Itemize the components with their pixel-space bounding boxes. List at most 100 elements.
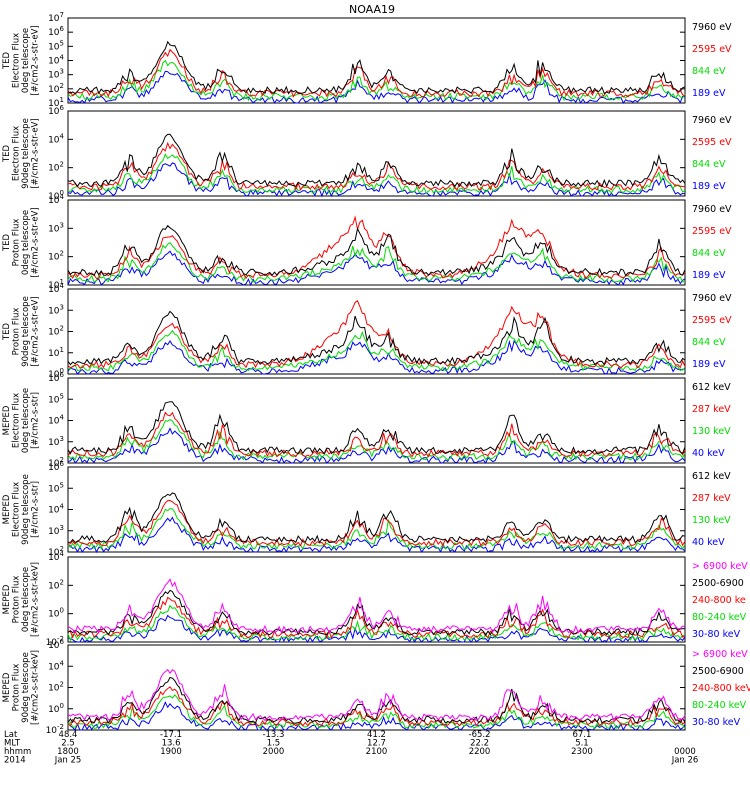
x-axis-value: 67.1 <box>572 730 591 740</box>
x-axis-value: 2200 <box>469 747 491 757</box>
y-tick-label: 103 <box>48 524 64 537</box>
legend-entry: 30-80 keV <box>692 629 741 640</box>
series-line-magenta <box>67 578 686 634</box>
x-axis-row-label: 2014 <box>4 756 26 766</box>
legend-entry: 612 keV <box>692 471 731 482</box>
x-axis-value: 22.2 <box>470 739 489 749</box>
y-tick-label: 104 <box>48 54 64 67</box>
legend-entry: 240-800 ke <box>692 595 746 606</box>
legend-entry: 130 keV <box>692 515 731 526</box>
x-axis-row-label: hhmm <box>4 747 31 757</box>
y-tick-label: 103 <box>48 303 64 316</box>
y-axis-label: TEDProton Flux90deg telescope[#/cm2-s-st… <box>2 296 41 367</box>
legend-entry: 844 eV <box>692 66 726 77</box>
series-line-green <box>67 508 686 551</box>
legend-entry: 7960 eV <box>692 293 732 304</box>
y-axis-label: MEPEDElectron Flux90deg telescope[#/cm2-… <box>2 474 41 545</box>
legend-entry: 612 keV <box>692 382 731 393</box>
legend-entry: 2500-6900 <box>692 578 744 589</box>
legend-entry: 2500-6900 <box>692 666 744 677</box>
series-line-black <box>67 492 686 544</box>
legend-entry: 40 keV <box>692 537 725 548</box>
legend-entry: 240-800 keV <box>692 683 750 694</box>
x-axis-value: 1.5 <box>267 739 281 749</box>
y-axis-label: TEDElectron Flux90deg telescope[#/cm2-s-… <box>2 118 41 189</box>
y-tick-label: 102 <box>48 161 64 174</box>
series-line-green <box>67 242 686 283</box>
series-line-blue <box>67 614 686 644</box>
y-axis-label: MEPEDElectron Flux0deg telescope[#/cm2-s… <box>2 388 41 453</box>
y-tick-label: 105 <box>48 39 64 52</box>
series-line-black <box>67 676 686 724</box>
series-line-red <box>67 411 686 458</box>
series-line-red <box>67 215 686 280</box>
y-tick-label: 105 <box>48 481 64 494</box>
x-axis-value: 48.4 <box>59 730 78 740</box>
y-axis-label: TEDElectron Flux0deg telescope[#/cm2-s-s… <box>2 25 41 95</box>
legend-entry: 7960 eV <box>692 115 732 126</box>
chart-title: NOAA19 <box>349 3 395 16</box>
legend-entry: 80-240 keV <box>692 700 747 711</box>
x-axis-value: 13.6 <box>162 739 181 749</box>
y-tick-label: 102 <box>48 82 64 95</box>
series-line-black <box>67 133 686 188</box>
y-tick-label: 105 <box>48 392 64 405</box>
x-axis-value: 2000 <box>263 747 285 757</box>
y-tick-label: 104 <box>48 414 64 427</box>
series-line-green <box>67 694 686 729</box>
legend-entry: 844 eV <box>692 337 726 348</box>
series-line-black <box>67 401 686 455</box>
legend-entry: 130 keV <box>692 426 731 437</box>
series-line-green <box>67 604 686 642</box>
series-line-magenta <box>67 668 686 722</box>
panel-frame <box>67 288 686 375</box>
legend-entry: 40 keV <box>692 448 725 459</box>
panel-frame <box>67 199 686 286</box>
x-axis-value: 5.1 <box>575 739 589 749</box>
series-line-blue <box>67 701 686 731</box>
legend-entry: 2595 eV <box>692 315 732 326</box>
y-tick-label: 100 <box>48 702 64 715</box>
panel-frame <box>67 466 686 553</box>
series-line-blue <box>67 516 686 554</box>
x-axis-value: 41.2 <box>367 730 386 740</box>
legend-entry: 189 eV <box>692 270 726 281</box>
series-line-black <box>67 310 686 366</box>
x-axis-value: 2100 <box>366 747 388 757</box>
y-tick-label: 100 <box>48 607 64 620</box>
legend-entry: > 6900 keV <box>692 561 748 572</box>
panel-frame <box>67 556 686 643</box>
series-line-red <box>67 300 686 369</box>
y-tick-label: 104 <box>48 132 64 145</box>
series-line-red <box>67 686 686 727</box>
y-tick-label: 102 <box>48 681 64 694</box>
x-axis-value: -65.2 <box>469 730 491 740</box>
legend-entry: 2595 eV <box>692 44 732 55</box>
legend-entry: 844 eV <box>692 159 726 170</box>
series-line-green <box>67 59 686 102</box>
legend-entry: 189 eV <box>692 359 726 370</box>
series-line-green <box>67 329 686 372</box>
x-axis-row-label: MLT <box>4 739 21 749</box>
x-axis-value: 2300 <box>571 747 593 757</box>
x-axis-value: 1900 <box>160 747 182 757</box>
series-line-blue <box>67 427 686 464</box>
y-tick-label: 102 <box>48 325 64 338</box>
x-axis-value: Jan 25 <box>54 756 82 766</box>
legend-entry: 2595 eV <box>692 226 732 237</box>
y-tick-label: 104 <box>48 503 64 516</box>
y-tick-label: 106 <box>48 25 64 38</box>
legend-entry: 30-80 keV <box>692 717 741 728</box>
legend-entry: 287 keV <box>692 404 731 415</box>
series-line-red <box>67 499 686 547</box>
x-axis-value: Jan 26 <box>671 756 699 766</box>
legend-entry: 844 eV <box>692 248 726 259</box>
series-line-black <box>67 40 686 95</box>
x-axis-value: 12.7 <box>367 739 386 749</box>
